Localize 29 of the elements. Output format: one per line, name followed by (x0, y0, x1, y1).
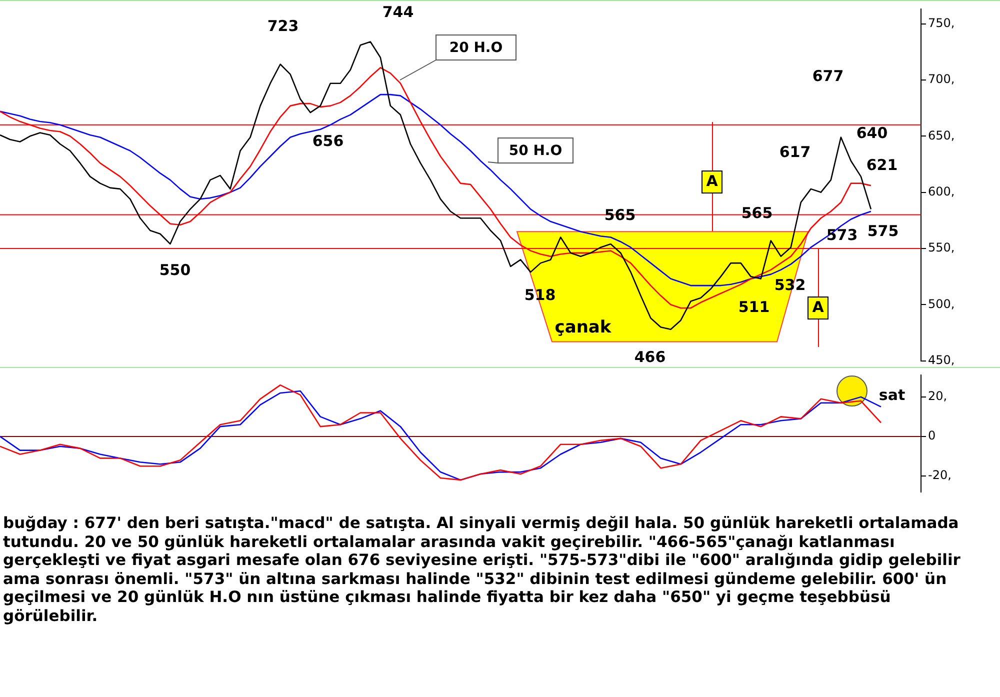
series-label: 50 H.O (508, 143, 562, 160)
y-tick-label: 500, (928, 296, 955, 311)
text: buğday : 677' den beri satışta."macd" de satışta. Al sinyali vermiş değil hala. 50 günlük hareketli ortalamada tutundu. 20 ve 50 günlük hareketli ortalamalar arasında vakit geçirebilir. "466-565"çanağı katlanması gerçekleşti ve fiyat asgari mesafe olan 676 seviyesine erişti. "575-573"dibi ile "600" aralığında gidip gelebilir ama sonrası önemli. "573" ün altına sarkması halinde "532" dibinin test edilmesi gündeme gelebilir. 600' ün geçilmesi ve 20 günlük H.O nın üstüne çıkması halinde fiyatta bir kez daha "650" yi geçme teşebbüsü görülebilir. (3, 514, 962, 625)
annotation: 677 (812, 66, 844, 85)
text: 20 H.O (449, 40, 503, 56)
band-label: çanak (554, 317, 612, 338)
annotation: 640 (856, 124, 888, 142)
annotation: 656 (312, 132, 344, 150)
annotation: 723 (267, 16, 299, 35)
annotation: 744 (382, 2, 414, 21)
annotation: 621 (866, 156, 898, 174)
y-tick-label: 700, (928, 72, 955, 86)
annotation: 575 (867, 222, 899, 240)
annotation: A (812, 298, 824, 316)
annotation: 617 (779, 142, 811, 161)
annotation: A (706, 172, 718, 190)
annotation: 511 (738, 298, 770, 316)
y-tick-label: 750, (928, 16, 955, 30)
annotation: 466 (634, 348, 666, 366)
annotation: 573 (826, 226, 858, 244)
y-tick-label: 450, (928, 352, 955, 367)
y-tick-label: 650, (928, 128, 955, 142)
y-tick-label: 0 (928, 428, 936, 443)
annotation: sat (878, 386, 906, 404)
y-tick-label: 20, (928, 389, 948, 404)
y-tick-label: 550, (928, 240, 955, 255)
y-tick-label: 600, (928, 184, 955, 198)
y-tick-label: -20, (928, 468, 952, 482)
annotation: 550 (159, 260, 191, 279)
